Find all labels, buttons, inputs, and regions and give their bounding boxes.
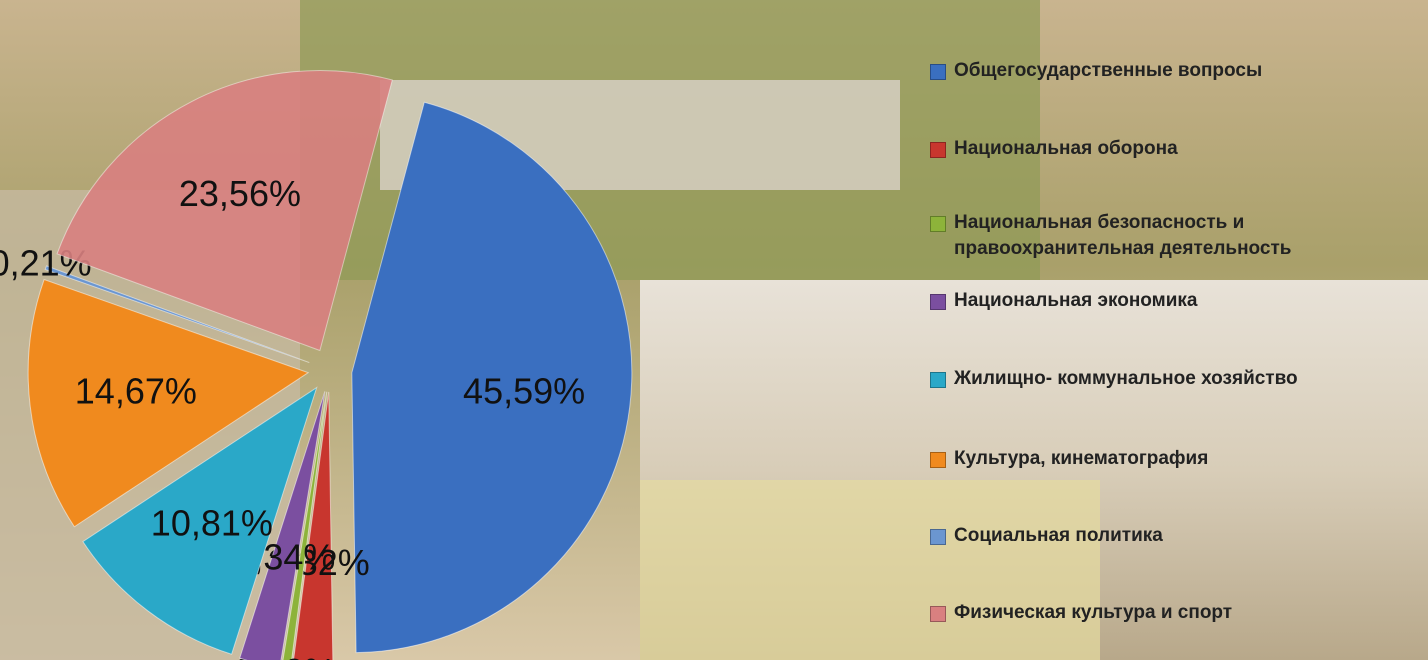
legend-label: Национальная безопасность и правоохранит… — [954, 212, 1292, 259]
legend-swatch — [930, 64, 946, 80]
legend-entry: Жилищно- коммунальное хозяйство — [930, 366, 1420, 392]
legend-swatch — [930, 529, 946, 545]
legend-swatch — [930, 142, 946, 158]
legend-entry: Социальная политика — [930, 523, 1420, 549]
pie: 45,59%2,32%0,50%2,34%10,81%14,67%0,21%23… — [0, 70, 633, 660]
legend-entry: Культура, кинематография — [930, 446, 1420, 472]
pie-slice — [44, 265, 310, 364]
pie-slice — [27, 278, 310, 528]
legend-swatch — [930, 452, 946, 468]
legend-swatch — [930, 216, 946, 232]
legend-swatch — [930, 606, 946, 622]
legend-entry: Общегосударственные вопросы — [930, 58, 1420, 84]
data-label: 10,81% — [151, 502, 273, 543]
legend-entry: Национальная экономика — [930, 288, 1420, 314]
data-label: 0,50% — [234, 651, 336, 660]
data-label: 23,56% — [179, 173, 301, 214]
legend-label: Национальная экономика — [954, 290, 1198, 311]
legend-swatch — [930, 372, 946, 388]
background-house — [640, 480, 1100, 660]
data-label: 45,59% — [463, 371, 585, 412]
legend-entry: Национальная безопасность и правоохранит… — [930, 210, 1420, 262]
pie-slice — [351, 101, 633, 654]
legend-entry: Национальная оборона — [930, 136, 1420, 162]
pie-slice — [82, 386, 318, 655]
legend-swatch — [930, 294, 946, 310]
legend-label: Национальная оборона — [954, 138, 1178, 159]
pie-slice — [293, 391, 334, 660]
legend-label: Жилищно- коммунальное хозяйство — [954, 368, 1298, 389]
legend-entry: Физическая культура и спорт — [930, 600, 1420, 626]
legend-label: Общегосударственные вопросы — [954, 60, 1263, 81]
pie-slice — [282, 391, 328, 660]
pie-slice — [239, 391, 326, 660]
legend-label: Культура, кинематография — [954, 448, 1209, 469]
legend-label: Социальная политика — [954, 525, 1163, 546]
legend-label: Физическая культура и спорт — [954, 602, 1233, 623]
data-label: 14,67% — [75, 370, 197, 411]
pie-slice — [56, 70, 393, 352]
